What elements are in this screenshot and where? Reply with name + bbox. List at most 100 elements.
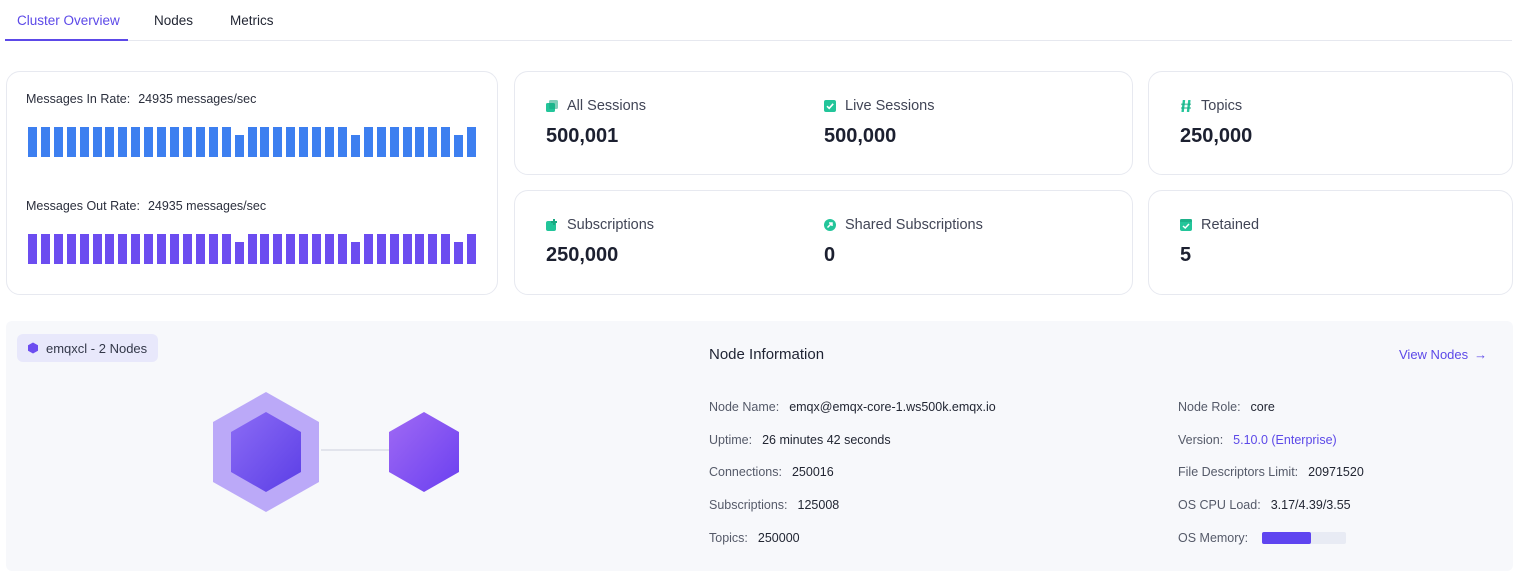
info-key: OS Memory: — [1178, 531, 1249, 545]
messages-out-rate-bar — [80, 234, 89, 264]
info-key: Uptime: — [709, 433, 753, 447]
live-sessions-icon — [824, 100, 836, 112]
messages-in-rate-bar — [338, 127, 347, 157]
messages-out-rate-bar — [118, 234, 127, 264]
subscriptions-label: Subscriptions — [546, 217, 654, 233]
topics-text: Topics — [1201, 98, 1243, 114]
retained-value: 5 — [1180, 244, 1192, 266]
tab-nodes[interactable]: Nodes — [154, 13, 194, 28]
messages-in-rate-bar — [390, 127, 399, 157]
messages-out-rate-bar — [235, 242, 244, 264]
messages-in-rate-bar — [93, 127, 102, 157]
view-nodes-link[interactable]: View Nodes → — [1399, 347, 1487, 362]
messages-in-rate-bar — [41, 127, 50, 157]
messages-in-rate-bar — [183, 127, 192, 157]
info-os-memory: OS Memory: — [1178, 531, 1258, 545]
subscriptions-text: Subscriptions — [567, 217, 655, 233]
messages-in-rate-bar — [312, 127, 321, 157]
messages-out-rate-bar — [183, 234, 192, 264]
info-value: 20971520 — [1308, 465, 1364, 479]
info-key: OS CPU Load: — [1178, 498, 1261, 512]
messages-out-rate-bar — [260, 234, 269, 264]
info-value: 250016 — [791, 465, 834, 479]
retained-card: Retained 5 — [1148, 190, 1513, 295]
all-sessions-label: All Sessions — [546, 98, 646, 114]
messages-in-rate-bar — [209, 127, 218, 157]
shared-subscriptions-icon — [824, 219, 836, 231]
messages-in-rate-bar — [403, 127, 412, 157]
messages-out-rate-value: 24935 messages/sec — [147, 199, 267, 213]
messages-in-rate-bar — [196, 127, 205, 157]
info-version: Version: 5.10.0 (Enterprise) — [1178, 433, 1337, 447]
messages-in-rate: Messages In Rate: 24935 messages/sec — [26, 92, 256, 106]
messages-out-rate-bar — [312, 234, 321, 264]
all-sessions-text: All Sessions — [567, 98, 646, 114]
messages-out-rate-bar — [157, 234, 166, 264]
node-information-title: Node Information — [709, 346, 825, 363]
sessions-card: All Sessions 500,001 Live Sessions 500,0… — [514, 71, 1133, 175]
messages-out-rate-bar — [131, 234, 140, 264]
messages-in-rate-bar — [260, 127, 269, 157]
info-key: Topics: — [709, 531, 748, 545]
tab-cluster-overview[interactable]: Cluster Overview — [5, 13, 128, 41]
messages-in-rate-bar — [54, 127, 63, 157]
live-sessions-value: 500,000 — [824, 125, 897, 147]
info-key: Node Role: — [1178, 400, 1241, 414]
shared-subscriptions-value: 0 — [824, 244, 836, 266]
retained-text: Retained — [1201, 217, 1260, 233]
messages-in-rate-bar — [415, 127, 424, 157]
subscriptions-card: Subscriptions 250,000 Shared Subscriptio… — [514, 190, 1133, 295]
messages-out-rate-bar — [144, 234, 153, 264]
messages-out-rate-bar — [28, 234, 37, 264]
hexagon-icon — [28, 342, 38, 354]
cluster-badge: emqxcl - 2 Nodes — [17, 334, 159, 362]
messages-out-rate-bar — [364, 234, 373, 264]
messages-out-rate-bar — [41, 234, 50, 264]
node-core-2-hexagon[interactable] — [389, 412, 459, 492]
messages-out-rate-bar — [222, 234, 231, 264]
sessions-icon — [546, 100, 558, 112]
messages-out-rate-bar — [454, 242, 463, 264]
messages-in-rate-bar — [286, 127, 295, 157]
retained-label: Retained — [1180, 217, 1259, 233]
messages-out-rate-bar — [325, 234, 334, 264]
info-value: 3.17/4.39/3.55 — [1270, 498, 1351, 512]
messages-in-rate-bar — [157, 127, 166, 157]
messages-in-rate-bar — [131, 127, 140, 157]
node-core-1-hexagon[interactable] — [213, 392, 319, 512]
messages-in-rate-bar — [248, 127, 257, 157]
topics-card: Topics 250,000 — [1148, 71, 1513, 175]
messages-in-rate-bar — [325, 127, 334, 157]
arrow-right-icon: → — [1474, 347, 1488, 362]
messages-out-rate-chart — [28, 234, 480, 264]
messages-in-rate-bar — [441, 127, 450, 157]
info-value: core — [1250, 400, 1275, 414]
cluster-topology — [213, 392, 459, 512]
view-nodes-text: View Nodes — [1399, 347, 1469, 362]
messages-in-rate-bar — [273, 127, 282, 157]
messages-out-rate-bar — [248, 234, 257, 264]
info-node-name: Node Name: emqx@emqx-core-1.ws500k.emqx.i… — [709, 400, 996, 414]
info-topics: Topics: 250000 — [709, 531, 800, 545]
messages-in-rate-value: 24935 messages/sec — [138, 92, 257, 106]
messages-in-rate-bar — [467, 127, 476, 157]
info-key: Subscriptions: — [709, 498, 788, 512]
subscriptions-value: 250,000 — [546, 244, 619, 266]
messages-out-rate-bar — [390, 234, 399, 264]
messages-out-rate-bar — [403, 234, 412, 264]
messages-out-rate-bar — [209, 234, 218, 264]
version-link[interactable]: 5.10.0 (Enterprise) — [1233, 433, 1337, 447]
tab-metrics[interactable]: Metrics — [230, 13, 274, 28]
topics-value: 250,000 — [1180, 125, 1253, 147]
info-key: File Descriptors Limit: — [1178, 465, 1299, 479]
messages-out-rate-bar — [273, 234, 282, 264]
info-key: Connections: — [709, 465, 782, 479]
all-sessions-value: 500,001 — [546, 125, 619, 147]
message-rate-card: Messages In Rate: 24935 messages/sec Mess… — [6, 71, 498, 295]
messages-out-rate-bar — [67, 234, 76, 264]
subscriptions-icon — [546, 219, 557, 231]
messages-out-rate-bar — [351, 242, 360, 264]
messages-in-rate-bar — [118, 127, 127, 157]
messages-out-rate-bar — [377, 234, 386, 264]
info-value: emqx@emqx-core-1.ws500k.emqx.io — [789, 400, 996, 414]
